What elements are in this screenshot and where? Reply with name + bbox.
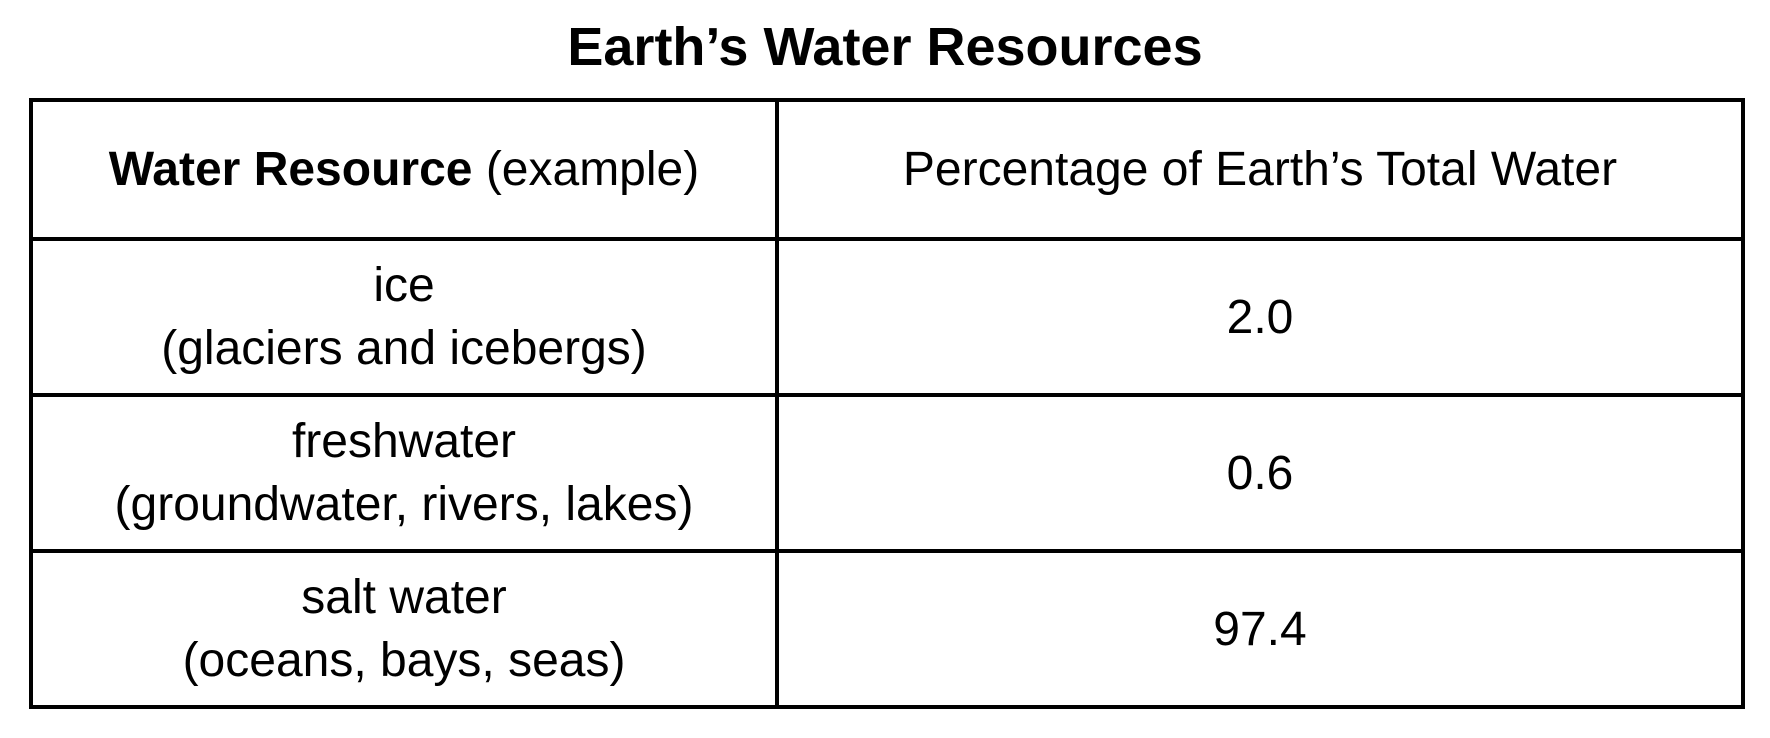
resource-example: (glaciers and icebergs) bbox=[161, 322, 647, 375]
resource-name: freshwater bbox=[291, 415, 517, 468]
table-row: ice (glaciers and icebergs) 2.0 bbox=[29, 237, 1745, 397]
table-row: salt water (oceans, bays, seas) 97.4 bbox=[29, 549, 1745, 709]
table-row: freshwater (groundwater, rivers, lakes) … bbox=[29, 393, 1745, 553]
table-title: Earth’s Water Resources bbox=[567, 17, 1203, 77]
table-header-row: Water Resource (example) Percentage of E… bbox=[29, 98, 1745, 241]
header-resource-bold: Water Resource bbox=[108, 143, 473, 196]
percentage-cell: 97.4 bbox=[775, 549, 1745, 709]
resource-name: salt water bbox=[301, 571, 507, 624]
resource-cell: salt water (oceans, bays, seas) bbox=[29, 549, 779, 709]
resource-example: (groundwater, rivers, lakes) bbox=[114, 478, 694, 531]
water-resources-table: Water Resource (example) Percentage of E… bbox=[29, 98, 1745, 709]
header-resource-example: (example) bbox=[485, 143, 700, 196]
resource-cell: freshwater (groundwater, rivers, lakes) bbox=[29, 393, 779, 553]
header-percentage: Percentage of Earth’s Total Water bbox=[775, 98, 1745, 241]
resource-name: ice bbox=[373, 259, 435, 312]
resource-example: (oceans, bays, seas) bbox=[182, 634, 626, 687]
header-water-resource: Water Resource (example) bbox=[29, 98, 779, 241]
percentage-cell: 0.6 bbox=[775, 393, 1745, 553]
resource-cell: ice (glaciers and icebergs) bbox=[29, 237, 779, 397]
percentage-cell: 2.0 bbox=[775, 237, 1745, 397]
